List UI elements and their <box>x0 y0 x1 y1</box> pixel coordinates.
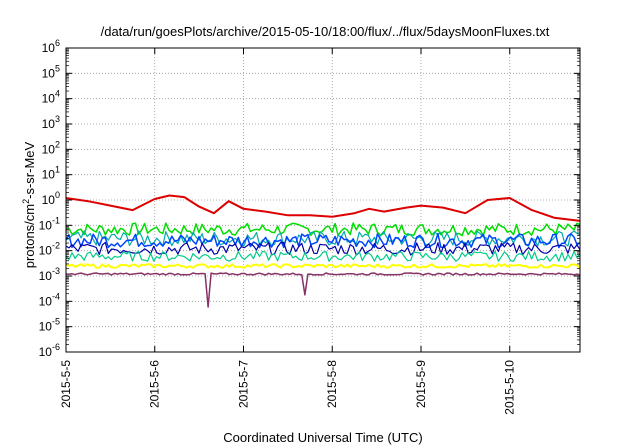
x-tick-label: 2015-5-9 <box>414 360 428 408</box>
series-line <box>65 232 581 249</box>
grid-lines <box>66 48 580 352</box>
series-line <box>65 194 581 222</box>
y-tick-label: 102 <box>42 139 60 156</box>
x-axis-title: Coordinated Universal Time (UTC) <box>223 430 422 445</box>
series-line <box>65 250 581 262</box>
series-line <box>65 222 581 237</box>
x-tick-label: 2015-5-8 <box>325 360 339 408</box>
x-tick-label: 2015-5-5 <box>59 360 73 408</box>
plot-frame <box>65 47 581 353</box>
x-tick-label: 2015-5-10 <box>503 360 517 415</box>
x-tick-label: 2015-5-7 <box>236 360 250 408</box>
y-tick-label: 10-4 <box>39 291 60 308</box>
series-line <box>65 263 581 269</box>
series-line <box>65 230 581 247</box>
y-tick-label: 104 <box>42 89 60 106</box>
y-tick-label: 106 <box>42 38 60 55</box>
y-tick-label: 10-5 <box>39 317 60 334</box>
series-group <box>65 194 581 308</box>
y-tick-label: 101 <box>42 165 60 182</box>
y-tick-label: 10-6 <box>39 342 60 359</box>
y-tick-label: 10-2 <box>39 241 60 258</box>
series-line <box>65 272 581 308</box>
y-axis-title: protons/cm2-s-sr-MeV <box>21 141 37 268</box>
series-line <box>65 241 581 256</box>
chart-title: /data/run/goesPlots/archive/2015-05-10/1… <box>101 24 550 39</box>
x-axis: 2015-5-5 2015-5-6 2015-5-7 2015-5-8 2015-5-9… <box>59 48 517 415</box>
y-tick-label: 10-1 <box>39 215 60 232</box>
y-tick-label: 103 <box>42 114 60 131</box>
y-tick-label: 105 <box>42 63 60 80</box>
y-tick-label: 100 <box>42 190 60 207</box>
x-tick-label: 2015-5-6 <box>148 360 162 408</box>
y-axis: 10-6 10-5 10-4 10-3 10-2 10-1 100 101 102 103 104 1… <box>39 38 580 359</box>
y-tick-label: 10-3 <box>39 266 60 283</box>
